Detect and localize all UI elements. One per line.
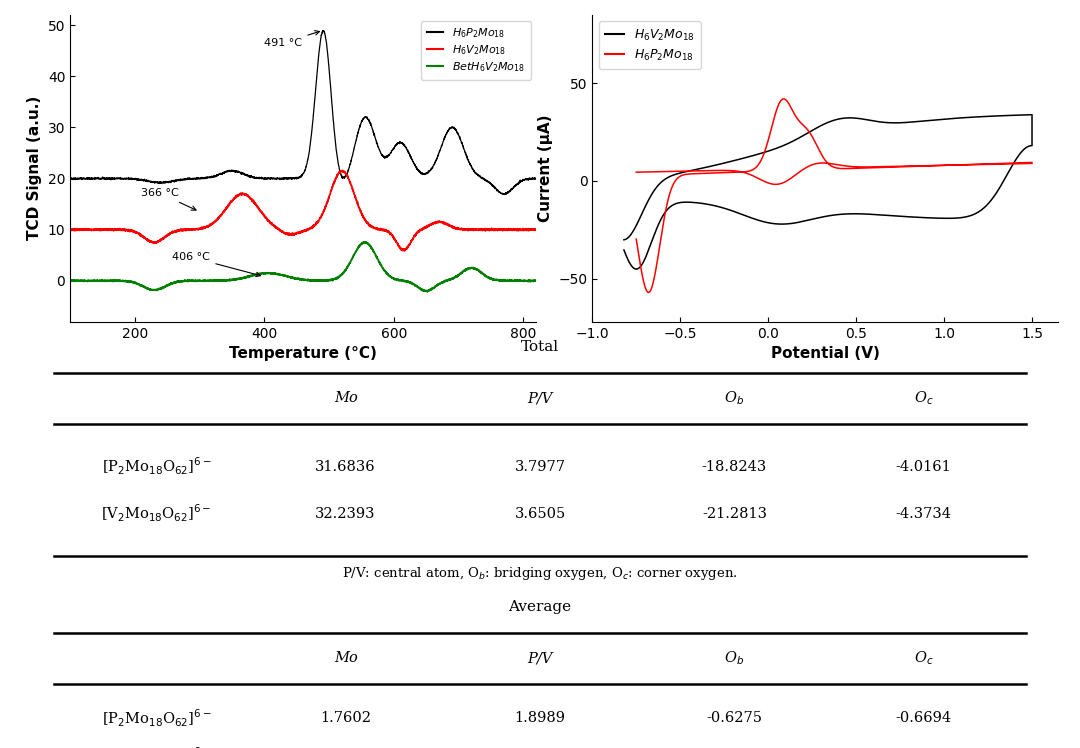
Text: O$_c$: O$_c$ [914,390,933,407]
Text: -21.2813: -21.2813 [702,506,767,521]
Text: [V$_2$Mo$_{18}$O$_{62}$]$^{6-}$: [V$_2$Mo$_{18}$O$_{62}$]$^{6-}$ [102,746,212,748]
Legend: $H_6P_2Mo_{18}$, $H_6V_2Mo_{18}$, $BetH_6V_2Mo_{18}$: $H_6P_2Mo_{18}$, $H_6V_2Mo_{18}$, $BetH_… [421,20,530,80]
Text: Mo: Mo [334,391,357,405]
Text: Average: Average [509,601,571,614]
Text: -0.6275: -0.6275 [706,711,762,725]
Text: 3.6505: 3.6505 [514,506,566,521]
Text: 366 °C: 366 °C [141,188,197,210]
Text: -18.8243: -18.8243 [702,459,767,473]
Y-axis label: Current (μA): Current (μA) [538,114,553,222]
Text: 491 °C: 491 °C [265,31,320,48]
Y-axis label: TCD Signal (a.u.): TCD Signal (a.u.) [27,96,42,240]
Text: 406 °C: 406 °C [173,252,260,277]
Text: 3.7977: 3.7977 [514,459,566,473]
Text: O$_b$: O$_b$ [725,649,744,667]
Text: 1.8989: 1.8989 [514,711,566,725]
Text: [V$_2$Mo$_{18}$O$_{62}$]$^{6-}$: [V$_2$Mo$_{18}$O$_{62}$]$^{6-}$ [102,503,212,524]
Text: O$_b$: O$_b$ [725,390,744,407]
Text: [P$_2$Mo$_{18}$O$_{62}$]$^{6-}$: [P$_2$Mo$_{18}$O$_{62}$]$^{6-}$ [102,456,212,477]
Text: -4.3734: -4.3734 [895,506,951,521]
Text: 31.6836: 31.6836 [315,459,376,473]
Text: [P$_2$Mo$_{18}$O$_{62}$]$^{6-}$: [P$_2$Mo$_{18}$O$_{62}$]$^{6-}$ [102,708,212,729]
Text: 32.2393: 32.2393 [315,506,376,521]
Text: O$_c$: O$_c$ [914,649,933,667]
Text: -4.0161: -4.0161 [895,459,951,473]
X-axis label: Potential (V): Potential (V) [771,346,880,361]
Text: Mo: Mo [334,652,357,666]
Text: P/V: P/V [527,391,553,405]
Text: P/V: central atom, O$_b$: bridging oxygen, O$_c$: corner oxygen.: P/V: central atom, O$_b$: bridging oxyge… [342,565,738,582]
Text: Total: Total [521,340,559,355]
Text: 1.7602: 1.7602 [320,711,372,725]
Text: P/V: P/V [527,652,553,666]
Legend: $H_6V_2Mo_{18}$, $H_6P_2Mo_{18}$: $H_6V_2Mo_{18}$, $H_6P_2Mo_{18}$ [598,21,701,69]
X-axis label: Temperature (°C): Temperature (°C) [229,346,377,361]
Text: -0.6694: -0.6694 [895,711,951,725]
